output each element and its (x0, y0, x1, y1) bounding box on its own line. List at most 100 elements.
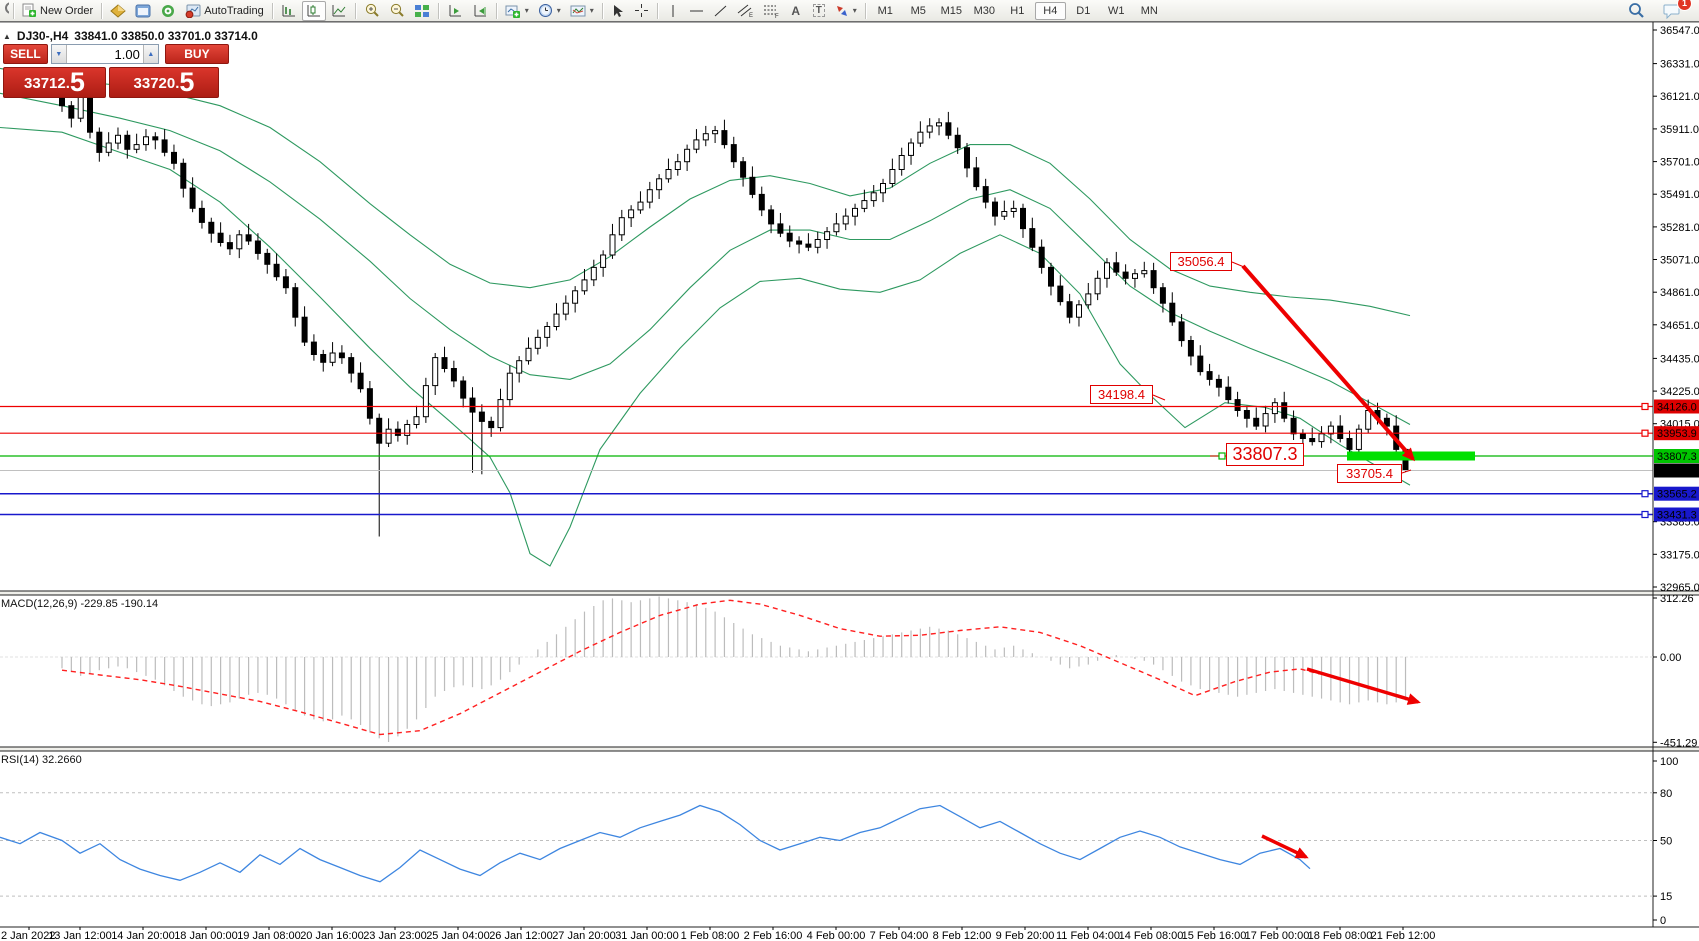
text-label-tool-button[interactable]: T (808, 1, 830, 21)
candle-body (674, 161, 681, 170)
chart-shift-button[interactable] (468, 1, 492, 21)
candle-body (590, 266, 597, 281)
fibonacci-tool-button[interactable]: F (759, 1, 784, 21)
candle-body (1094, 277, 1101, 295)
trendline-icon (713, 4, 728, 18)
signals-button[interactable] (156, 1, 180, 21)
channel-tool-button[interactable]: E (733, 1, 758, 21)
candle-body (693, 139, 700, 150)
candlestick-chart-type-button[interactable] (301, 0, 326, 21)
profiles-button[interactable]: ▾ (534, 1, 565, 21)
expert-advisors-button[interactable] (106, 1, 130, 21)
vertical-line-tool-button[interactable] (662, 1, 684, 21)
price-annotation[interactable]: 35056.4 (1170, 252, 1232, 271)
candle-body (609, 234, 616, 256)
trendline-tool-button[interactable] (709, 1, 732, 21)
new-chart-button[interactable]: ▾ (501, 1, 533, 21)
candle-body (1327, 425, 1334, 435)
chart-title: ▲ DJ30-,H4 33841.0 33850.0 33701.0 33714… (3, 29, 258, 43)
price-tick-label: 36331.0 (1660, 59, 1699, 71)
zoom-in-button[interactable] (360, 1, 384, 21)
price-tick-label: 34651.0 (1660, 320, 1699, 332)
volume-increase-button[interactable]: ▲ (142, 45, 158, 63)
candle-body (572, 290, 579, 304)
buy-price-button[interactable]: 33720. 5 (109, 67, 219, 98)
auto-scroll-button[interactable] (443, 1, 467, 21)
rsi-tick-label: 15 (1660, 891, 1672, 903)
crosshair-tool-button[interactable] (630, 1, 653, 21)
pane-separator (0, 591, 1699, 595)
cursor-tool-button[interactable] (607, 1, 629, 21)
candle-body (1215, 378, 1222, 388)
timeframe-M30[interactable]: M30 (969, 2, 1000, 20)
bollinger-lower (0, 126, 1411, 567)
macd-signal-line (61, 599, 1321, 736)
price-annotation[interactable]: 33807.3 (1226, 443, 1304, 466)
rsi-tick-label: 100 (1660, 756, 1678, 768)
line-anchor (1641, 510, 1649, 519)
chart-shift-icon (472, 4, 488, 18)
chevron-down-icon: ▾ (556, 6, 561, 15)
buy-price-fraction: 5 (179, 67, 195, 97)
tile-windows-button[interactable] (410, 1, 434, 21)
candle-body (273, 263, 280, 278)
candle-body (1234, 399, 1241, 412)
timeframe-D1[interactable]: D1 (1068, 2, 1099, 20)
fibonacci-icon: F (763, 3, 780, 18)
timeframe-H4[interactable]: H4 (1034, 1, 1066, 20)
candle-body (432, 357, 439, 387)
bar-chart-icon (281, 4, 297, 18)
price-tick-label: 34225.0 (1660, 386, 1699, 398)
rsi-line (0, 804, 1311, 883)
templates-button[interactable]: ▾ (566, 1, 598, 21)
candle-body (1299, 433, 1306, 439)
text-tool-button[interactable]: A (785, 1, 807, 21)
timeframe-MN[interactable]: MN (1134, 2, 1165, 20)
ohlc-values: 33841.0 33850.0 33701.0 33714.0 (74, 29, 258, 43)
price-tick-label: 33175.0 (1660, 549, 1699, 561)
date-label: 15 Feb 16:00 (1182, 930, 1247, 941)
buy-button[interactable]: BUY (164, 44, 229, 64)
timeframe-M1[interactable]: M1 (870, 2, 901, 20)
sell-button[interactable]: SELL (3, 44, 48, 64)
volume-decrease-button[interactable]: ▼ (51, 45, 67, 63)
timeframe-M5[interactable]: M5 (903, 2, 934, 20)
date-label: 21 Feb 12:00 (1371, 930, 1436, 941)
candle-body (469, 397, 476, 413)
price-annotation[interactable]: 34198.4 (1090, 385, 1153, 404)
candle-body (1309, 438, 1316, 443)
bar-chart-type-button[interactable] (277, 1, 301, 21)
axis-price-tag-label: 33431.3 (1657, 510, 1697, 522)
new-order-button[interactable]: New Order (18, 1, 97, 21)
search-button[interactable] (1624, 1, 1649, 21)
sell-price-button[interactable]: 33712. 5 (3, 67, 106, 98)
crosshair-icon (634, 3, 649, 18)
candle-body (1029, 228, 1036, 248)
text-label-icon: T (812, 4, 825, 17)
candle-body (562, 302, 569, 315)
arrows-tool-button[interactable]: ▾ (831, 1, 861, 21)
date-label: 4 Feb 00:00 (807, 930, 866, 941)
zoom-out-button[interactable] (385, 1, 409, 21)
candle-body (1365, 410, 1372, 430)
candle-body (1271, 402, 1278, 415)
buy-price-dot: . (175, 75, 180, 92)
horizontal-line-tool-button[interactable] (685, 1, 708, 21)
market-watch-button[interactable] (131, 1, 155, 21)
candle-body (982, 186, 989, 203)
candle-body (376, 417, 383, 444)
axis-price-tag-label: 33714.0 (1657, 466, 1697, 478)
line-chart-type-button[interactable] (327, 1, 351, 21)
timeframe-H1[interactable]: H1 (1002, 2, 1033, 20)
volume-input[interactable] (66, 45, 143, 63)
candle-body (721, 130, 728, 146)
candle-body (171, 151, 177, 164)
auto-scroll-icon (447, 4, 463, 18)
price-annotation[interactable]: 33705.4 (1337, 464, 1402, 483)
timeframe-W1[interactable]: W1 (1101, 2, 1132, 20)
timeframe-M15[interactable]: M15 (936, 2, 967, 20)
autotrading-button[interactable]: AutoTrading (181, 1, 268, 21)
candle-body (208, 221, 215, 234)
candle-body (404, 424, 411, 436)
